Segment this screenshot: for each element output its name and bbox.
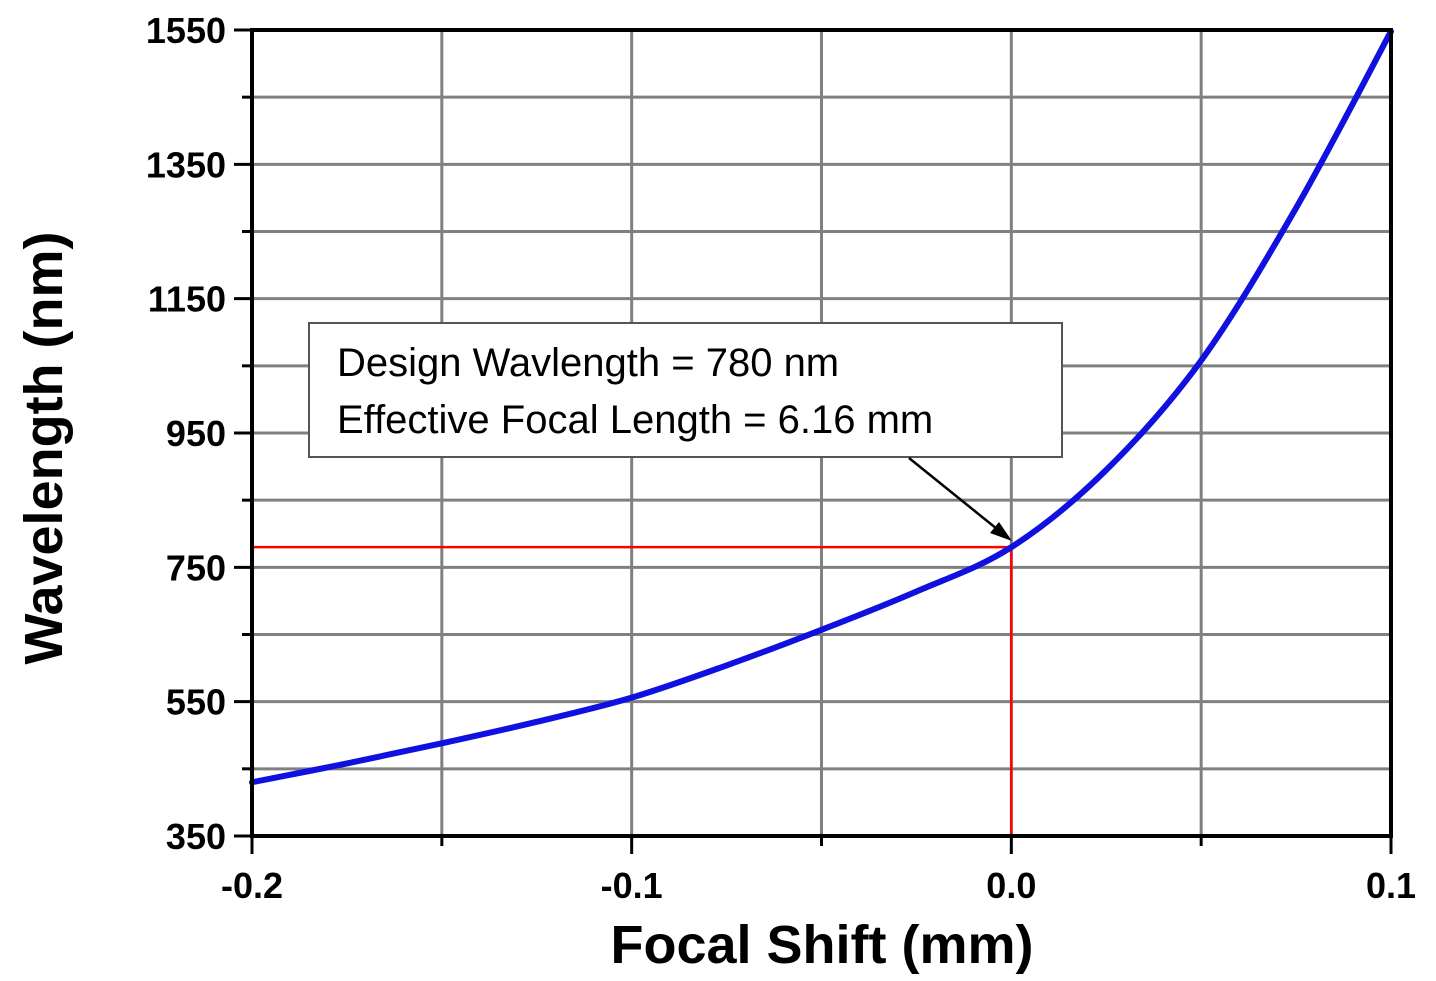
annotation-arrow-line xyxy=(908,457,1003,534)
y-tick-labels: 350 550 750 950 1150 1350 1550 xyxy=(146,10,226,857)
y-tick-label: 750 xyxy=(166,547,226,588)
x-tick-labels: -0.2 -0.1 0.0 0.1 xyxy=(221,865,1416,906)
plot-frame xyxy=(234,28,1393,854)
x-axis-title: Focal Shift (mm) xyxy=(610,915,1033,975)
x-tick-label: 0.0 xyxy=(986,865,1036,906)
y-tick-label: 950 xyxy=(166,413,226,454)
reference-lines xyxy=(252,545,1013,836)
annotation-line-1: Design Wavlength = 780 nm xyxy=(337,341,839,385)
y-tick-label: 550 xyxy=(166,682,226,723)
y-tick-label: 1350 xyxy=(146,144,226,185)
annotation: Design Wavlength = 780 nm Effective Foca… xyxy=(308,322,1063,541)
y-tick-label: 350 xyxy=(166,816,226,857)
annotation-box xyxy=(308,322,1063,458)
x-tick-label: -0.2 xyxy=(221,865,283,906)
annotation-line-2: Effective Focal Length = 6.16 mm xyxy=(337,398,933,442)
x-tick-label: 0.1 xyxy=(1366,865,1416,906)
series-line xyxy=(249,28,1394,786)
y-tick-label: 1550 xyxy=(146,10,226,51)
series-layer xyxy=(249,28,1394,786)
y-axis-title: Wavelength (nm) xyxy=(14,231,74,664)
annotation-arrow-head xyxy=(990,522,1012,541)
y-tick-label: 1150 xyxy=(148,279,226,320)
x-tick-label: -0.1 xyxy=(601,865,663,906)
